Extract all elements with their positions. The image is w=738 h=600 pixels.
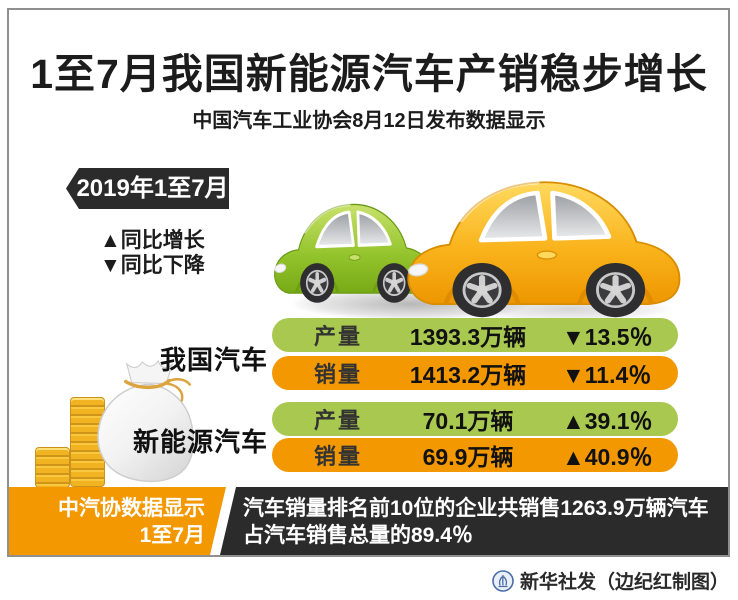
- money-bag-icon: [97, 359, 195, 483]
- metric-value: 70.1万辆: [422, 408, 514, 434]
- wheel-icon: [377, 263, 412, 303]
- yoy-change: ▼11.4％: [562, 362, 652, 388]
- legend-down-label: ▼同比下降: [100, 254, 205, 277]
- metric-label: 销量: [314, 444, 363, 469]
- page-subtitle: 中国汽车工业协会8月12日发布数据显示: [192, 110, 546, 132]
- yellow-car-icon: [407, 180, 681, 318]
- green-car-icon: [274, 202, 432, 303]
- bar-domestic-production: 产量 1393.3万辆 ▼13.5％: [272, 318, 678, 352]
- bar-domestic-sales: 销量 1413.2万辆 ▼11.4％: [272, 356, 678, 390]
- period-ribbon: 2019年1至7月: [66, 168, 229, 209]
- banner-right-text: 汽车销量排名前10位的企业共销售1263.9万辆汽车 占汽车销售总量的89.4％: [243, 495, 709, 549]
- banner-left-text: 中汽协数据显示 1至7月: [9, 495, 205, 549]
- metric-label: 产量: [314, 408, 363, 433]
- metric-value: 1413.2万辆: [409, 362, 527, 388]
- bar-nev-production: 产量 70.1万辆 ▲39.1％: [272, 402, 678, 436]
- footer-banner: 中汽协数据显示 1至7月 汽车销量排名前10位的企业共销售1263.9万辆汽车 …: [9, 487, 728, 555]
- credit-text: 新华社发（边纪红制图）: [519, 572, 729, 593]
- banner-left-line1: 中汽协数据显示: [58, 497, 205, 520]
- group-label-domestic-autos: 我国汽车: [159, 345, 268, 375]
- yoy-change: ▲39.1％: [562, 408, 653, 434]
- banner-right-line1: 汽车销量排名前10位的企业共销售1263.9万辆汽车: [243, 497, 709, 520]
- wheel-icon: [585, 262, 646, 318]
- metric-label: 销量: [314, 362, 363, 387]
- yoy-change: ▲40.9％: [562, 444, 653, 470]
- page-title: 1至7月我国新能源汽车产销稳步增长: [30, 51, 708, 97]
- group-label-nev: 新能源汽车: [132, 427, 268, 457]
- banner-orange-section: [9, 487, 226, 555]
- wheel-icon: [300, 263, 335, 303]
- legend-up-label: ▲同比增长: [100, 229, 205, 252]
- credit-line: 新华社发（边纪红制图）: [492, 567, 729, 594]
- bar-nev-sales: 销量 69.9万辆 ▲40.9％: [272, 438, 678, 472]
- xinhua-emblem-icon: [492, 569, 514, 592]
- legend: ▲同比增长 ▼同比下降: [100, 228, 205, 278]
- banner-left-line2: 1至7月: [139, 524, 205, 547]
- metric-value: 69.9万辆: [422, 444, 514, 470]
- metric-value: 1393.3万辆: [409, 324, 527, 350]
- banner-right-line2: 占汽车销售总量的89.4％: [243, 524, 473, 547]
- coin-stack-icon: [35, 447, 70, 488]
- yoy-change: ▼13.5％: [562, 324, 653, 350]
- wheel-icon: [452, 262, 512, 318]
- metric-label: 产量: [314, 324, 363, 349]
